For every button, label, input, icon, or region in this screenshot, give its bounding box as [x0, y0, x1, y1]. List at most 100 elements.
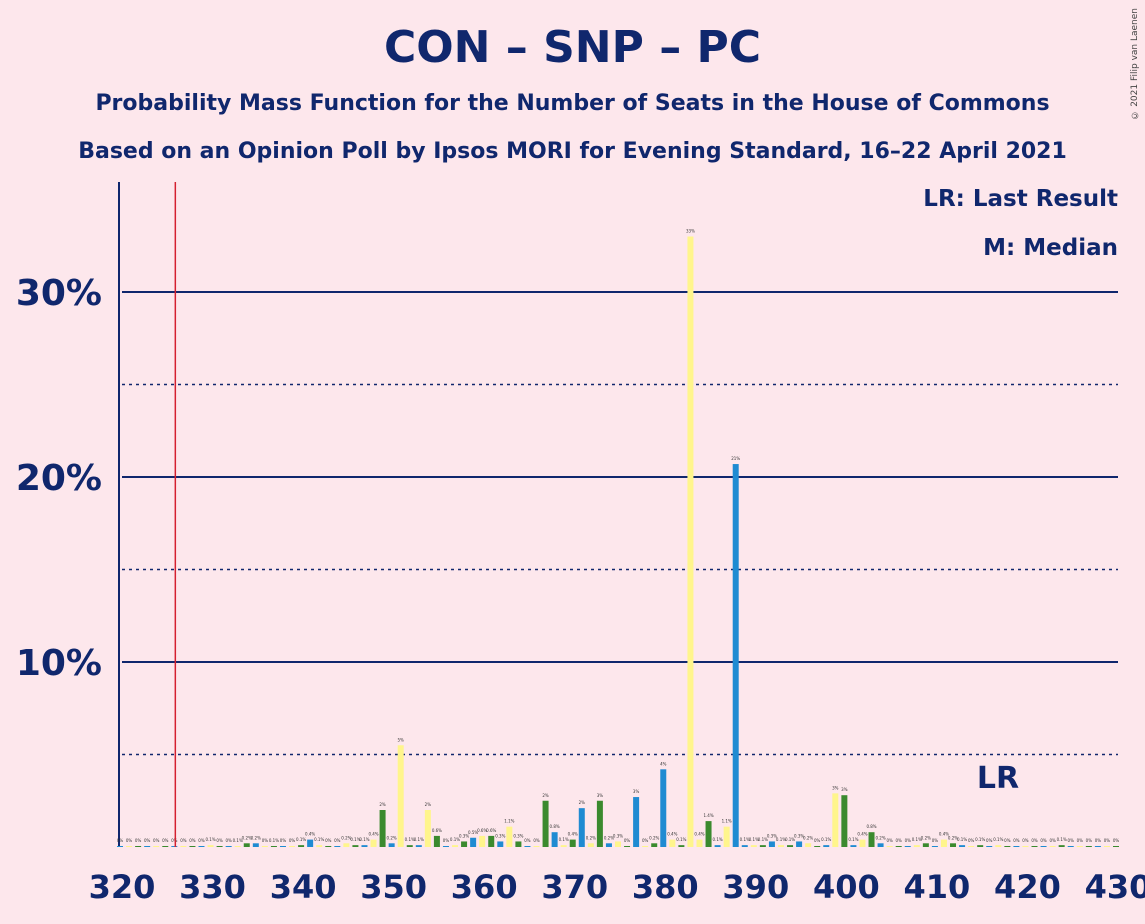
bar — [506, 826, 513, 847]
bar — [977, 845, 984, 847]
bar — [1049, 846, 1056, 847]
bar — [959, 845, 966, 847]
bar-value-label: 3% — [832, 785, 839, 790]
bar-value-label: 0.8% — [866, 824, 876, 829]
bar-value-label: 1.1% — [722, 819, 732, 824]
median-marker — [687, 551, 694, 555]
bar-value-label: 0.2% — [649, 835, 659, 840]
bar-value-label: 0.3% — [767, 833, 777, 838]
bar-value-label: 0% — [334, 838, 341, 843]
bar-value-label: 0.2% — [341, 835, 351, 840]
bar — [968, 846, 975, 847]
bar-value-label: 0.1% — [269, 838, 279, 843]
x-tick-label: 430 — [1085, 868, 1145, 906]
bar-value-label: 0% — [905, 838, 912, 843]
bar-value-label: 0.1% — [912, 837, 922, 842]
bar-value-label: 0% — [171, 838, 178, 843]
bar-value-label: 0.4% — [694, 832, 704, 837]
bar — [823, 845, 830, 847]
bar-value-label: 0.1% — [758, 837, 768, 842]
bar — [605, 843, 612, 847]
chart-subtitle: Probability Mass Function for the Number… — [95, 91, 1050, 116]
bar — [551, 832, 558, 847]
bar — [542, 800, 549, 847]
bar-value-label: 0% — [1068, 838, 1075, 843]
bar-value-label: 2% — [542, 793, 549, 798]
bar-value-label: 0.3% — [495, 833, 505, 838]
bar-value-label: 0.2% — [921, 835, 931, 840]
bar — [587, 843, 594, 847]
bar — [814, 846, 821, 847]
bar — [660, 769, 667, 847]
bar-value-label: 0.1% — [848, 837, 858, 842]
bar — [768, 841, 775, 847]
bar-value-label: 0.4% — [568, 832, 578, 837]
bar — [207, 845, 214, 847]
bar — [714, 845, 721, 847]
bar — [931, 846, 938, 847]
bar — [859, 839, 866, 847]
bar — [651, 843, 658, 847]
bar-value-label: 0% — [443, 838, 450, 843]
bar — [787, 845, 794, 847]
bar — [633, 797, 640, 847]
bar-value-label: 0.1% — [749, 837, 759, 842]
x-tick-label: 370 — [541, 868, 608, 906]
bar — [922, 843, 929, 847]
chart-title: CON – SNP – PC — [383, 22, 762, 73]
bar — [470, 837, 477, 847]
bar — [325, 846, 332, 847]
bar — [388, 843, 395, 847]
bar — [687, 236, 694, 847]
x-tick-label: 330 — [179, 868, 246, 906]
bar — [886, 846, 893, 847]
bar — [805, 843, 812, 847]
bar-value-label: 0% — [896, 838, 903, 843]
bar — [144, 846, 151, 847]
bar — [298, 845, 305, 847]
bar-value-label: 0% — [280, 838, 287, 843]
x-tick-label: 340 — [270, 868, 337, 906]
bar-value-label: 0% — [886, 838, 893, 843]
bar-value-label: 2% — [379, 802, 386, 807]
bar-value-label: 0% — [325, 838, 332, 843]
bar — [533, 846, 540, 847]
bar-value-label: 0% — [814, 838, 821, 843]
bar — [343, 843, 350, 847]
bar-value-label: 0.3% — [794, 833, 804, 838]
bar-value-label: 0.2% — [803, 835, 813, 840]
y-tick-label: 10% — [16, 643, 102, 684]
bar-value-label: 0% — [180, 838, 187, 843]
bar — [669, 839, 676, 847]
bar-value-label: 4% — [660, 761, 667, 766]
bar-value-label: 0.6% — [432, 828, 442, 833]
bar — [940, 839, 947, 847]
bar-value-label: 0.1% — [414, 837, 424, 842]
bar — [732, 464, 739, 847]
bar — [560, 845, 567, 847]
bar — [243, 843, 250, 847]
bar — [759, 845, 766, 847]
bar-value-label: 0% — [624, 838, 631, 843]
bar-value-label: 0.3% — [459, 833, 469, 838]
x-tick-label: 420 — [994, 868, 1061, 906]
bar — [705, 821, 712, 847]
bar — [126, 846, 133, 847]
bar — [1067, 846, 1074, 847]
bar — [180, 846, 187, 847]
x-tick-label: 400 — [813, 868, 880, 906]
bar-value-label: 0% — [262, 838, 269, 843]
bar-value-label: 0.2% — [604, 835, 614, 840]
bar — [642, 846, 649, 847]
bar-value-label: 0% — [135, 838, 142, 843]
bar — [995, 845, 1002, 847]
bar-value-label: 0% — [1086, 838, 1093, 843]
chart-source: Based on an Opinion Poll by Ipsos MORI f… — [78, 139, 1067, 164]
bar-value-label: 2% — [579, 800, 586, 805]
bar — [361, 845, 368, 847]
bar — [352, 845, 359, 847]
bar — [1113, 846, 1119, 847]
x-tick-label: 320 — [89, 868, 156, 906]
y-tick-label: 30% — [16, 273, 102, 314]
bar-value-label: 0% — [932, 838, 939, 843]
